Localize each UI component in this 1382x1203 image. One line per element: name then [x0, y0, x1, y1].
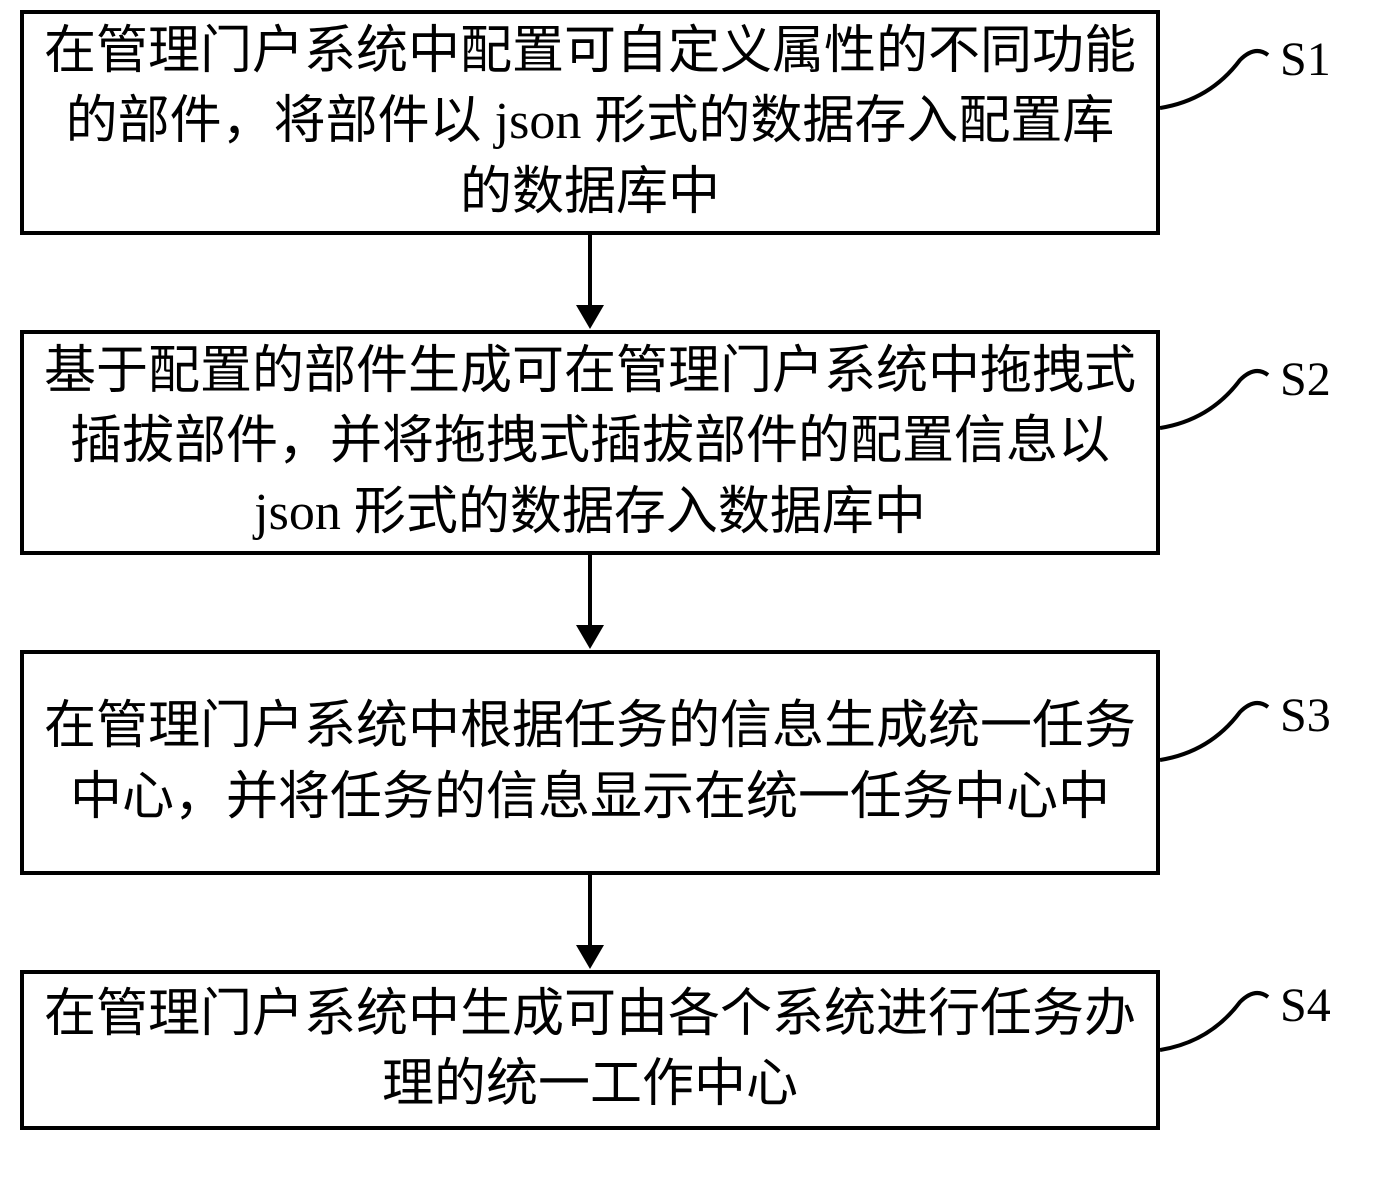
step-label-s2: S2: [1280, 352, 1331, 407]
connector-s4: [1160, 982, 1270, 1062]
flowchart-container: 在管理门户系统中配置可自定义属性的不同功能的部件，将部件以 json 形式的数据…: [0, 0, 1382, 1203]
arrow-head: [576, 625, 604, 649]
flowchart-arrow-1: [576, 235, 604, 329]
arrow-line: [588, 235, 592, 305]
step-text: 在管理门户系统中配置可自定义属性的不同功能的部件，将部件以 json 形式的数据…: [44, 17, 1136, 228]
connector-s1: [1160, 40, 1270, 120]
arrow-line: [588, 875, 592, 945]
arrow-head: [576, 305, 604, 329]
step-text: 基于配置的部件生成可在管理门户系统中拖拽式插拔部件，并将拖拽式插拔部件的配置信息…: [44, 337, 1136, 548]
step-text: 在管理门户系统中生成可由各个系统进行任务办理的统一工作中心: [44, 980, 1136, 1120]
connector-s2: [1160, 360, 1270, 440]
step-text: 在管理门户系统中根据任务的信息生成统一任务中心，并将任务的信息显示在统一任务中心…: [44, 692, 1136, 832]
flowchart-step-s3: 在管理门户系统中根据任务的信息生成统一任务中心，并将任务的信息显示在统一任务中心…: [20, 650, 1160, 875]
flowchart-step-s2: 基于配置的部件生成可在管理门户系统中拖拽式插拔部件，并将拖拽式插拔部件的配置信息…: [20, 330, 1160, 555]
step-label-s1: S1: [1280, 32, 1331, 87]
step-label-s3: S3: [1280, 688, 1331, 743]
flowchart-step-s4: 在管理门户系统中生成可由各个系统进行任务办理的统一工作中心: [20, 970, 1160, 1130]
flowchart-arrow-2: [576, 555, 604, 649]
flowchart-step-s1: 在管理门户系统中配置可自定义属性的不同功能的部件，将部件以 json 形式的数据…: [20, 10, 1160, 235]
flowchart-arrow-3: [576, 875, 604, 969]
arrow-line: [588, 555, 592, 625]
connector-s3: [1160, 692, 1270, 772]
arrow-head: [576, 945, 604, 969]
step-label-s4: S4: [1280, 978, 1331, 1033]
